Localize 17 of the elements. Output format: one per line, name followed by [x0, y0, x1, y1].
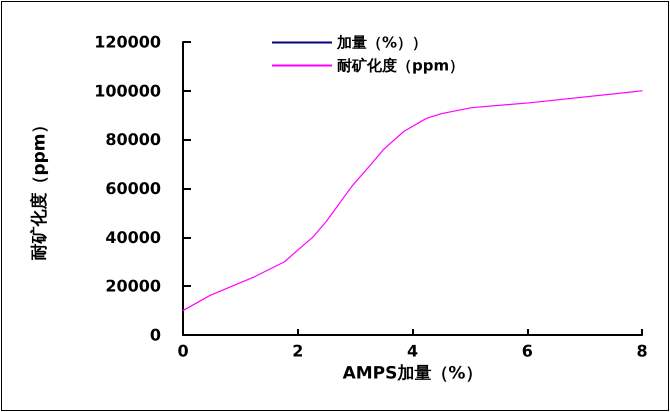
legend-label: 耐矿化度（ppm） — [337, 56, 464, 74]
y-axis-title: 耐矿化度（ppm） — [30, 116, 50, 261]
y-tick-label: 20000 — [105, 276, 161, 296]
y-tick-label: 100000 — [94, 81, 161, 100]
y-tick-label: 80000 — [105, 130, 161, 150]
y-tick-label: 60000 — [105, 179, 161, 198]
y-tick-label: 120000 — [94, 32, 161, 52]
x-tick-label: 0 — [177, 342, 189, 360]
x-tick-label: 6 — [522, 342, 533, 360]
x-tick-label: 2 — [292, 342, 304, 360]
y-tick-label: 0 — [150, 326, 161, 344]
legend-label: 加量（%）） — [336, 34, 428, 52]
line-series — [182, 90, 643, 312]
x-axis-title: AMPS加量（%） — [342, 364, 482, 384]
y-tick-label: 40000 — [105, 228, 161, 247]
x-tick-label: 8 — [636, 342, 648, 360]
x-tick-label: 4 — [406, 342, 418, 360]
